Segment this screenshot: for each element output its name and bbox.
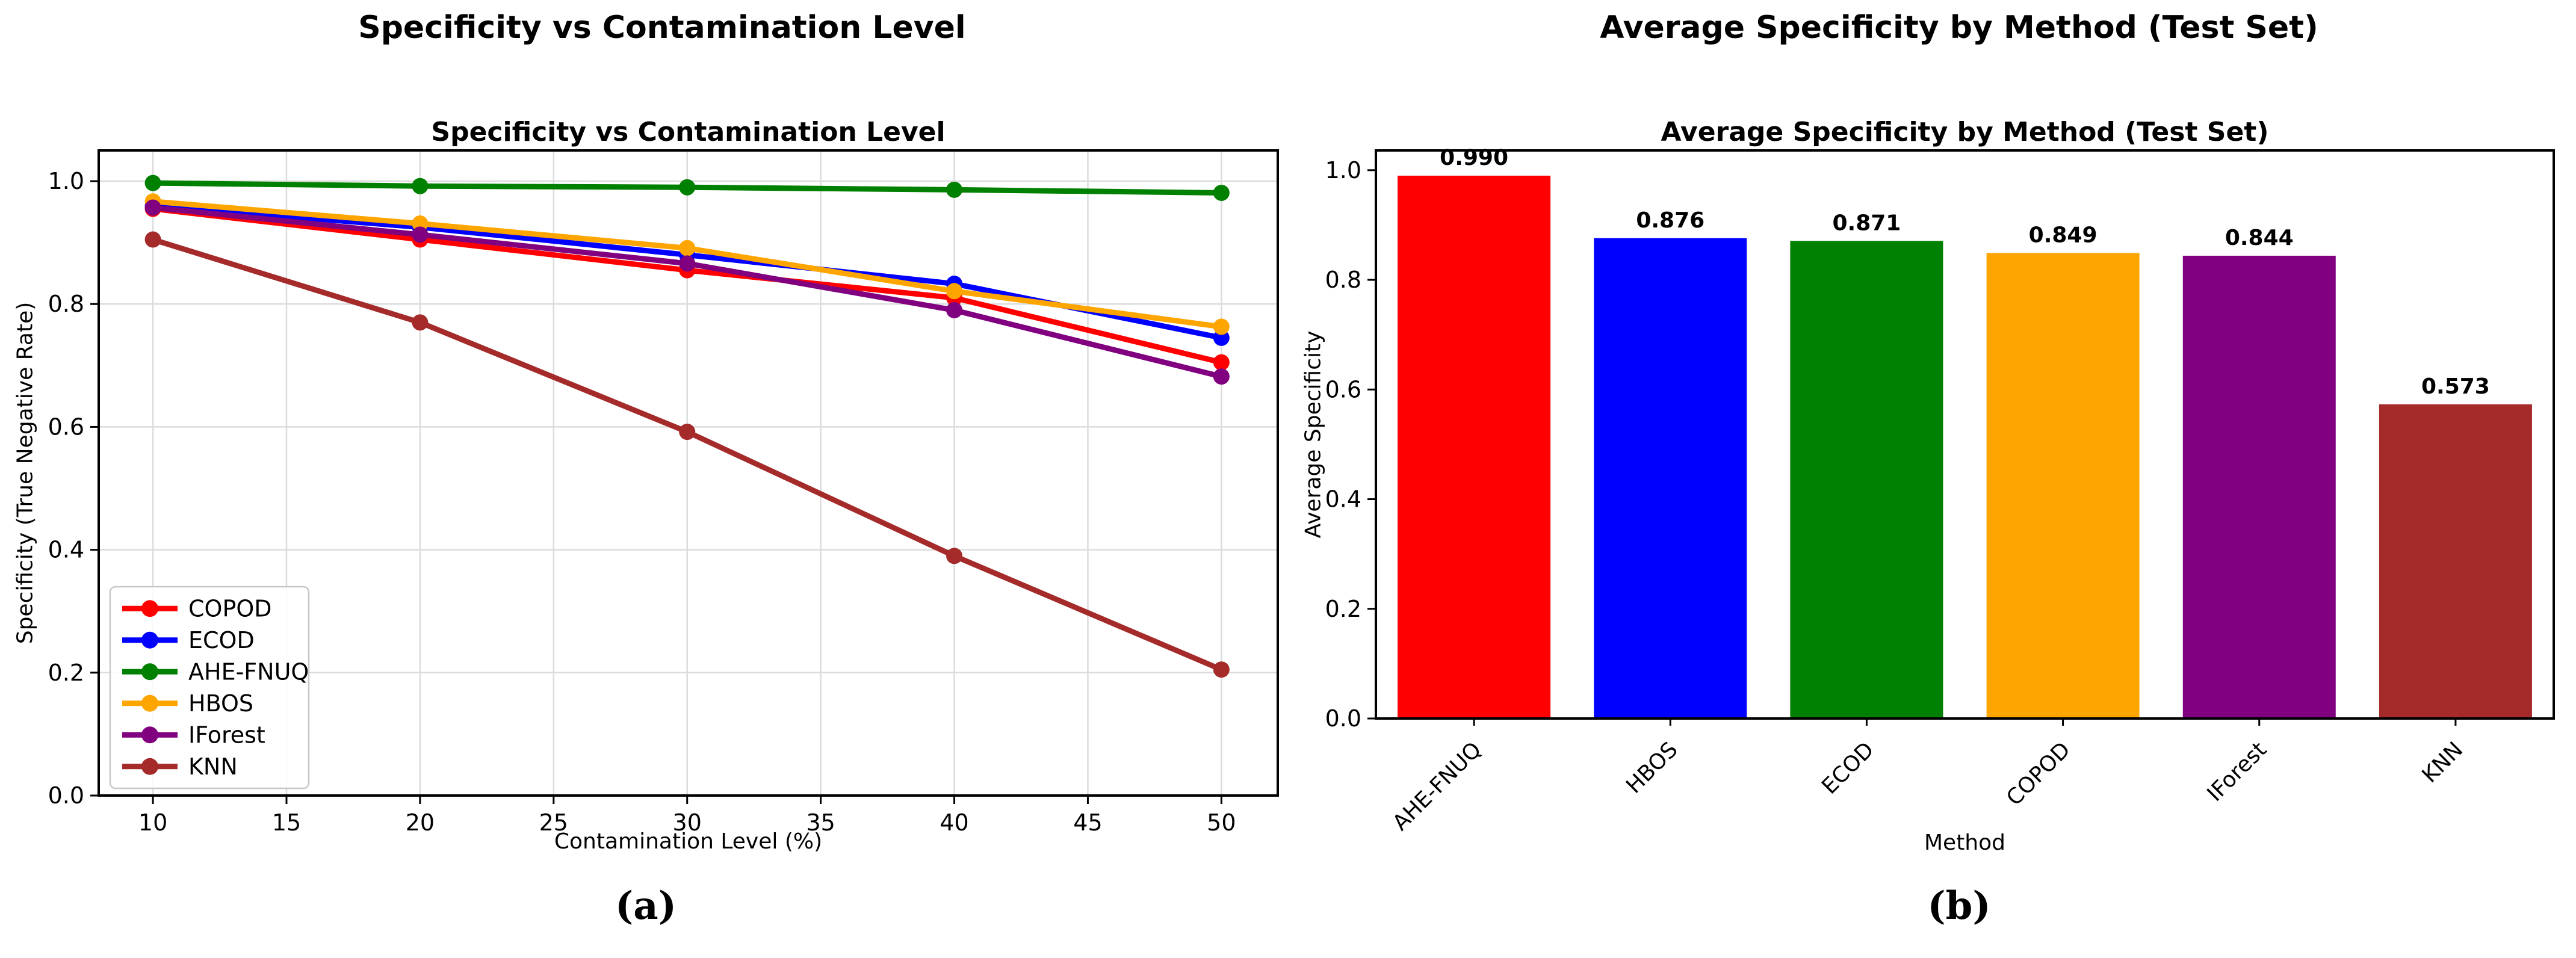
x-tick-label: 35 xyxy=(806,809,835,836)
legend-label: IForest xyxy=(188,722,265,748)
panel-b-caption: (b) xyxy=(1927,883,1991,929)
legend-swatch-marker xyxy=(141,726,158,744)
data-point-AHE-FNUQ xyxy=(679,179,696,196)
legend-swatch-marker xyxy=(141,758,158,775)
bar-KNN xyxy=(2379,404,2532,718)
data-point-IForest xyxy=(1213,368,1230,385)
data-point-IForest xyxy=(412,226,429,243)
legend-label: COPOD xyxy=(188,595,272,622)
legend-swatch-marker xyxy=(141,631,158,649)
y-tick-label: 0.2 xyxy=(1325,596,1361,622)
y-tick-label: 1.0 xyxy=(48,168,84,194)
panel-a-figure-title: Specificity vs Contamination Level xyxy=(358,10,966,46)
x-tick-label: 30 xyxy=(673,809,702,836)
category-tick-label: COPOD xyxy=(2002,737,2075,811)
y-tick-label: 0.4 xyxy=(1325,486,1361,513)
data-point-HBOS xyxy=(679,240,696,256)
data-point-AHE-FNUQ xyxy=(946,181,963,198)
legend-label: HBOS xyxy=(188,690,253,717)
category-tick-label: IForest xyxy=(2202,737,2271,806)
y-tick-label: 0.6 xyxy=(1325,376,1361,403)
bar-COPOD xyxy=(1986,253,2140,719)
category-tick-label: HBOS xyxy=(1621,737,1682,798)
legend-swatch-marker xyxy=(141,663,158,681)
data-point-HBOS xyxy=(946,283,963,300)
bar-chart-title: Average Specificity by Method (Test Set) xyxy=(1661,117,2269,147)
legend-swatch-marker xyxy=(141,600,158,617)
y-tick-label: 0.8 xyxy=(1325,267,1361,293)
bar-chart-plot-border xyxy=(1375,149,2555,720)
legend-label: KNN xyxy=(188,753,238,780)
line-chart-x-axis-label: Contamination Level (%) xyxy=(554,829,823,854)
legend-swatch-marker xyxy=(141,694,158,712)
bar-HBOS xyxy=(1594,238,1747,718)
legend-label: ECOD xyxy=(188,627,255,654)
x-tick-label: 15 xyxy=(272,809,301,836)
legend-label: AHE-FNUQ xyxy=(188,658,309,685)
y-tick-label: 0.8 xyxy=(48,291,84,317)
y-tick-label: 0.2 xyxy=(48,660,84,686)
data-point-HBOS xyxy=(1213,318,1230,335)
data-point-IForest xyxy=(144,199,161,216)
y-tick-label: 0.4 xyxy=(48,537,84,563)
y-tick-label: 0.0 xyxy=(48,782,84,809)
x-tick-label: 40 xyxy=(940,809,968,836)
y-tick-label: 1.0 xyxy=(1325,157,1361,184)
data-point-IForest xyxy=(946,301,963,318)
panel-a-caption: (a) xyxy=(615,883,677,929)
data-point-KNN xyxy=(412,314,429,331)
bar-value-label: 0.876 xyxy=(1636,208,1704,233)
panel-b-figure-title: Average Specificity by Method (Test Set) xyxy=(1600,10,2318,46)
data-point-KNN xyxy=(946,548,963,564)
x-tick-label: 45 xyxy=(1073,809,1102,836)
category-tick-label: AHE-FNUQ xyxy=(1388,737,1486,835)
bar-AHE-FNUQ xyxy=(1398,175,1551,719)
bar-ECOD xyxy=(1790,241,1943,718)
data-point-KNN xyxy=(144,231,161,248)
data-point-IForest xyxy=(679,255,696,272)
x-tick-label: 25 xyxy=(539,809,568,836)
data-point-COPOD xyxy=(1213,354,1230,371)
category-tick-label: ECOD xyxy=(1817,737,1878,799)
category-tick-label: KNN xyxy=(2418,737,2468,788)
y-tick-label: 0.6 xyxy=(48,413,84,440)
bar-value-label: 0.871 xyxy=(1832,211,1901,235)
legend-box xyxy=(109,586,310,790)
data-point-AHE-FNUQ xyxy=(144,175,161,191)
x-tick-label: 10 xyxy=(138,809,167,836)
data-point-KNN xyxy=(679,424,696,440)
bar-value-label: 0.844 xyxy=(2225,226,2294,250)
x-tick-label: 50 xyxy=(1207,809,1236,836)
bar-value-label: 0.849 xyxy=(2029,223,2098,247)
line-chart-title: Specificity vs Contamination Level xyxy=(431,117,946,147)
y-tick-label: 0.0 xyxy=(1325,705,1361,732)
data-point-KNN xyxy=(1213,661,1230,678)
line-chart-plot-border xyxy=(98,149,1279,797)
bar-IForest xyxy=(2182,255,2336,718)
data-point-AHE-FNUQ xyxy=(1213,184,1230,201)
data-point-AHE-FNUQ xyxy=(412,178,429,194)
bar-chart-x-axis-label: Method xyxy=(1924,830,2006,855)
x-tick-label: 20 xyxy=(406,809,435,836)
bar-value-label: 0.573 xyxy=(2421,374,2490,399)
